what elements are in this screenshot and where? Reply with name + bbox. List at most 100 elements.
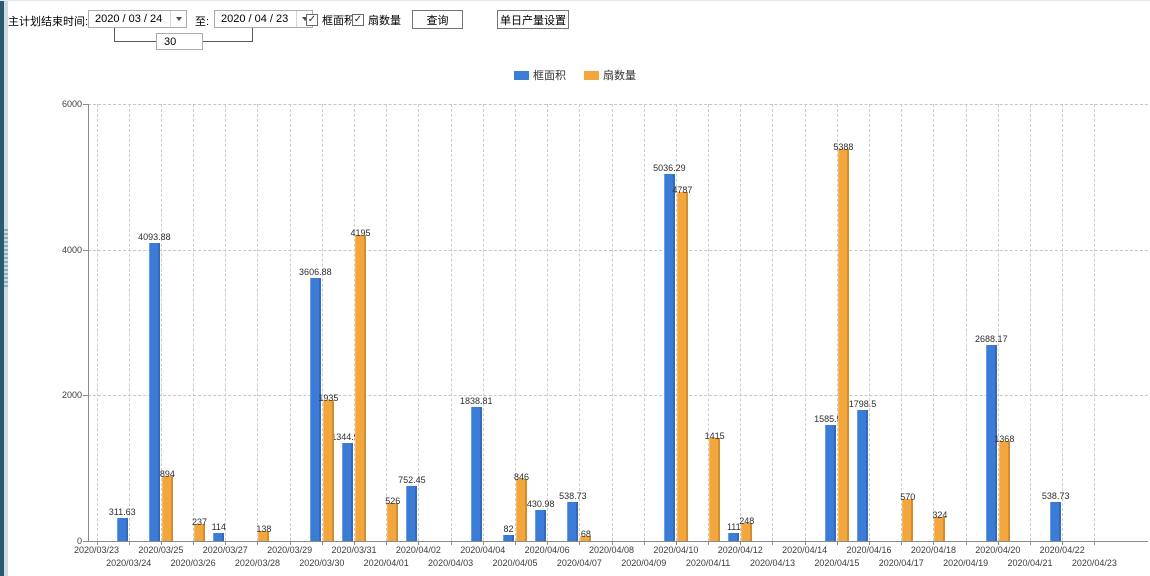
x-axis-label: 2020/04/22 [1039,545,1085,555]
x-axis-label: 2020/03/26 [170,558,216,568]
checkbox-icon[interactable]: ✓ [352,14,364,26]
connector-line [252,28,253,42]
x-tick-mark [708,541,710,545]
bar-扇数量 [580,536,592,541]
bar-框面积 [470,407,482,541]
bar-框面积 [502,535,514,541]
connector-line [114,28,115,42]
x-axis-label: 2020/04/16 [846,545,892,555]
x-tick-mark [386,541,388,545]
splitter-handle[interactable] [4,229,8,287]
legend-item-frame-area[interactable]: 框面积 [514,67,566,83]
bar-框面积 [663,174,675,541]
x-axis-label: 2020/03/24 [106,558,152,568]
bar-value-label: 114 [211,521,226,532]
chevron-down-icon[interactable] [170,11,186,27]
x-tick-mark [482,541,484,545]
plan-end-time-label: 主计划结束时间: [8,16,89,28]
bar-扇数量 [741,522,753,541]
x-tick-mark [869,541,871,545]
x-axis-label: 2020/04/05 [492,558,538,568]
bar-框面积 [1050,501,1062,541]
checkbox-frame-area[interactable]: ✓ 框面积 [306,12,355,28]
date-to-picker[interactable]: 2020 / 04 / 23 [214,10,313,28]
x-tick-mark [514,541,516,545]
x-tick-mark [547,541,549,545]
legend-item-sash-count[interactable]: 扇数量 [584,67,636,83]
x-axis-label: 2020/04/09 [621,558,667,568]
legend-swatch-orange [584,70,599,80]
date-to-value[interactable]: 2020 / 04 / 23 [221,13,289,25]
bar-value-label: 4787 [672,185,693,196]
checkbox-sash-count-label: 扇数量 [368,15,401,27]
x-axis-label: 2020/04/20 [975,545,1021,555]
bar-value-label: 4093.88 [138,231,171,242]
bar-value-label: 538.73 [1041,490,1070,501]
bar-value-label: 82 [503,524,514,535]
bar-value-label: 846 [513,472,529,483]
x-gridline [965,104,967,541]
bar-框面积 [728,532,740,541]
x-gridline [450,104,452,541]
x-gridline [933,104,935,541]
bar-value-label: 1585.96 [814,414,847,425]
x-gridline [289,104,291,541]
x-axis-label: 2020/03/30 [299,558,345,568]
y-gridline [88,249,1148,251]
x-gridline [128,104,130,541]
bar-value-label: 237 [192,516,208,527]
bar-value-label: 111 [726,521,741,532]
x-gridline [579,104,581,541]
interval-days-input[interactable]: 30 [156,33,203,50]
x-gridline [514,104,516,541]
bar-value-label: 2688.17 [975,334,1008,345]
daily-output-settings-button[interactable]: 单日产量设置 [497,10,569,29]
x-gridline [257,104,259,541]
bar-框面积 [567,501,579,541]
bar-框面积 [824,425,836,541]
x-axis-line [88,541,1148,542]
x-axis-label: 2020/04/12 [717,545,763,555]
bar-框面积 [342,443,354,541]
bar-value-label: 430.98 [526,498,555,509]
x-tick-mark [193,541,195,545]
x-tick-mark [321,541,323,545]
bar-扇数量 [194,523,206,541]
bar-框面积 [535,509,547,541]
bar-扇数量 [322,400,334,541]
x-axis-label: 2020/04/03 [428,558,474,568]
x-gridline [547,104,549,541]
bar-扇数量 [902,499,914,541]
x-gridline [772,104,774,541]
x-tick-mark [1062,541,1064,545]
x-axis-label: 2020/04/04 [460,545,506,555]
date-from-picker[interactable]: 2020 / 03 / 24 [88,10,187,28]
x-tick-mark [1030,541,1031,545]
bar-扇数量 [387,502,399,541]
x-axis-label: 2020/04/08 [589,545,635,555]
x-tick-mark [354,541,356,545]
y-axis-label: 6000 [61,99,82,109]
checkbox-sash-count[interactable]: ✓ 扇数量 [352,12,401,28]
x-gridline [354,104,356,541]
y-tick-mark [83,395,88,397]
date-from-value[interactable]: 2020 / 03 / 24 [95,13,163,25]
query-button[interactable]: 查询 [412,10,463,29]
x-axis-label: 2020/04/17 [878,558,924,568]
checkbox-icon[interactable]: ✓ [306,14,318,26]
checkbox-frame-area-label: 框面积 [322,15,355,27]
bar-value-label: 1935 [318,393,339,404]
x-axis-label: 2020/04/14 [782,545,828,555]
side-panel-gutter [4,1,8,576]
legend-label: 框面积 [533,70,566,82]
x-gridline [386,104,388,541]
window-left-edge [0,1,4,576]
x-tick-mark [740,541,742,545]
x-tick-mark [160,541,162,545]
bar-value-label: 752.45 [398,475,426,486]
x-gridline [160,104,162,541]
bar-value-label: 570 [900,492,916,503]
x-gridline [1094,104,1096,541]
bar-value-label: 1368 [994,434,1015,445]
